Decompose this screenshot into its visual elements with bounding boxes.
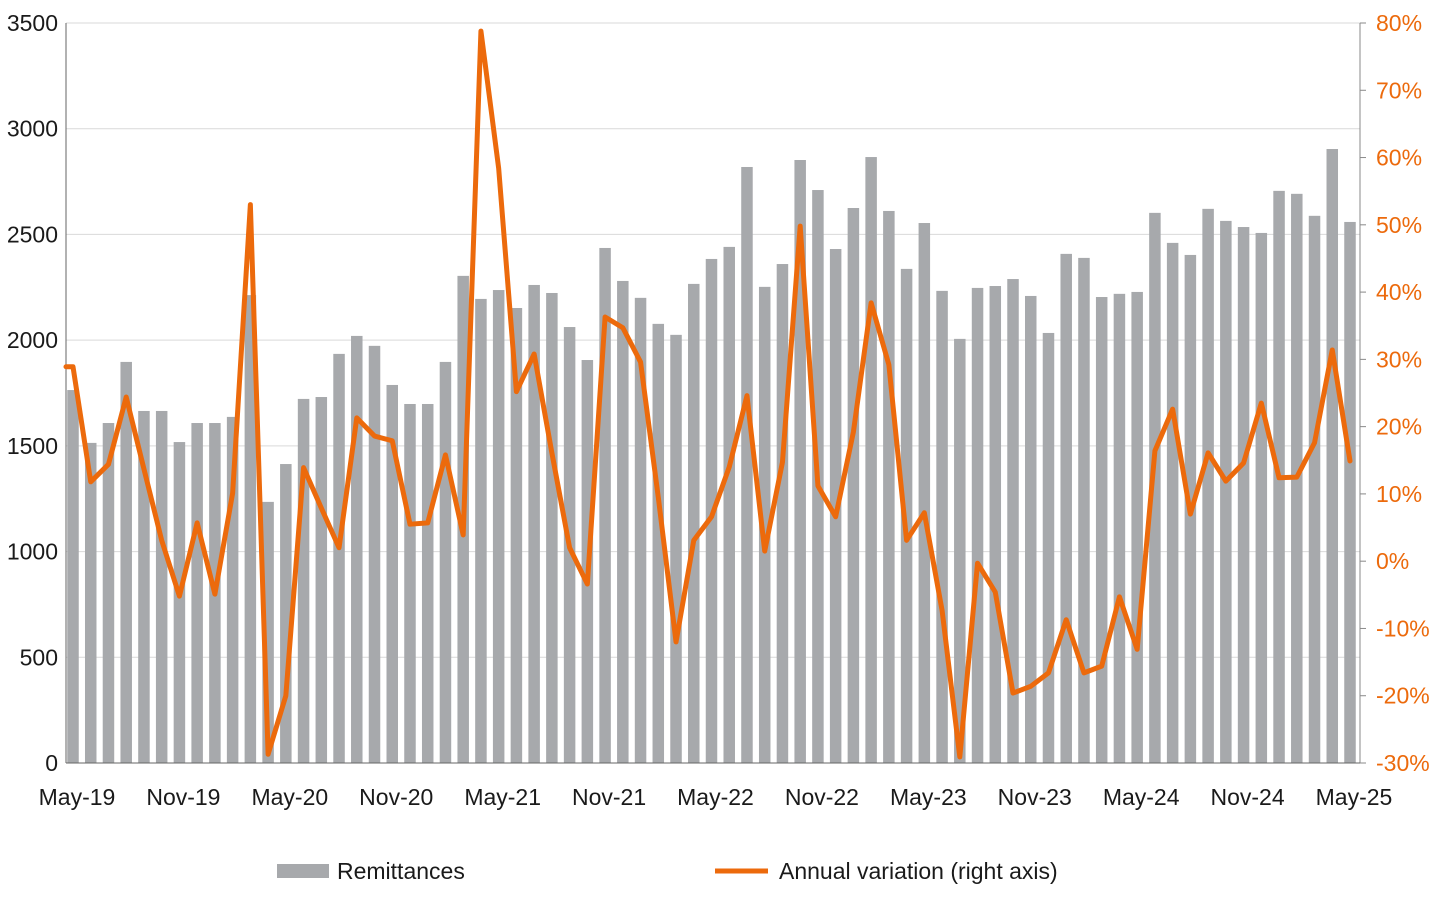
- y2-tick-label: 50%: [1376, 212, 1422, 238]
- y2-tick-label: 10%: [1376, 481, 1422, 507]
- y-tick-label: 1000: [7, 539, 58, 565]
- y-tick-label: 2500: [7, 221, 58, 247]
- bar: [1114, 294, 1126, 763]
- bar: [316, 397, 328, 763]
- bar: [865, 157, 877, 763]
- x-tick-label: Nov-21: [572, 784, 646, 810]
- bar: [1220, 221, 1232, 763]
- y-tick-label: 1500: [7, 433, 58, 459]
- bar: [174, 442, 186, 763]
- y-tick-label: 3500: [7, 10, 58, 36]
- y2-tick-label: 80%: [1376, 10, 1422, 36]
- bar: [741, 167, 753, 763]
- bar: [883, 211, 895, 763]
- x-tick-label: May-22: [677, 784, 754, 810]
- bar: [298, 399, 310, 763]
- x-tick-label: May-24: [1103, 784, 1180, 810]
- y2-tick-label: -30%: [1376, 750, 1430, 776]
- bar: [848, 208, 860, 763]
- bar: [475, 299, 487, 763]
- bar: [990, 286, 1002, 763]
- bar: [493, 290, 505, 763]
- y2-tick-label: 30%: [1376, 346, 1422, 372]
- bar: [1025, 296, 1037, 763]
- x-tick-label: Nov-20: [359, 784, 433, 810]
- bar: [723, 247, 735, 763]
- y2-tick-label: 20%: [1376, 414, 1422, 440]
- bar: [972, 288, 984, 763]
- y-tick-label: 0: [45, 750, 58, 776]
- bar: [670, 335, 682, 763]
- bar: [1202, 209, 1214, 763]
- bar: [777, 264, 789, 763]
- bar: [103, 423, 115, 763]
- x-tick-label: May-20: [251, 784, 328, 810]
- x-tick-label: Nov-24: [1211, 784, 1285, 810]
- x-tick-label: Nov-19: [146, 784, 220, 810]
- bar: [1327, 149, 1339, 763]
- bar: [351, 336, 363, 763]
- bar: [440, 362, 452, 763]
- x-tick-label: Nov-23: [998, 784, 1072, 810]
- bar: [404, 404, 416, 763]
- x-tick-label: Nov-22: [785, 784, 859, 810]
- bar: [546, 293, 558, 763]
- bar: [1256, 233, 1268, 763]
- bar: [67, 390, 79, 763]
- right-axis-ticks: -30% -20% -10% 0% 10% 20% 30% 40% 50% 60% 70% 80%: [1360, 10, 1430, 776]
- bar: [333, 354, 345, 763]
- bar: [1131, 292, 1143, 763]
- bar: [1344, 222, 1356, 763]
- bar: [191, 423, 203, 763]
- bar: [85, 443, 97, 763]
- y2-tick-label: 70%: [1376, 77, 1422, 103]
- legend-label-annual-variation: Annual variation (right axis): [779, 858, 1058, 884]
- legend-swatch-remittances: [277, 864, 329, 878]
- bar: [1078, 258, 1090, 763]
- x-tick-label: May-19: [39, 784, 116, 810]
- bar: [1043, 333, 1055, 763]
- y-tick-label: 500: [20, 644, 58, 670]
- y-tick-label: 2000: [7, 327, 58, 353]
- x-tick-label: May-21: [464, 784, 541, 810]
- x-tick-label: May-23: [890, 784, 967, 810]
- bar: [156, 411, 168, 763]
- bar: [1238, 227, 1250, 763]
- bar: [919, 223, 931, 763]
- y2-tick-label: -20%: [1376, 683, 1430, 709]
- bar: [1096, 297, 1108, 763]
- y2-tick-label: 0%: [1376, 548, 1409, 574]
- legend-label-remittances: Remittances: [337, 858, 465, 884]
- left-axis-ticks: 0 500 1000 1500 2000 2500 3000 3500: [7, 10, 58, 776]
- bar: [688, 284, 700, 763]
- x-tick-label: May-25: [1316, 784, 1393, 810]
- bar: [1060, 254, 1072, 763]
- y2-tick-label: 40%: [1376, 279, 1422, 305]
- bar: [422, 404, 434, 763]
- bar: [936, 291, 948, 763]
- x-axis-ticks: May-19 Nov-19 May-20 Nov-20 May-21 Nov-21 May-…: [39, 784, 1393, 810]
- bar: [369, 346, 381, 763]
- y2-tick-label: -10%: [1376, 615, 1430, 641]
- bar: [1167, 243, 1179, 763]
- y2-tick-label: 60%: [1376, 145, 1422, 171]
- y-tick-label: 3000: [7, 116, 58, 142]
- bar: [1309, 216, 1321, 763]
- bar: [617, 281, 629, 763]
- legend: Remittances Annual variation (right axis…: [277, 858, 1058, 884]
